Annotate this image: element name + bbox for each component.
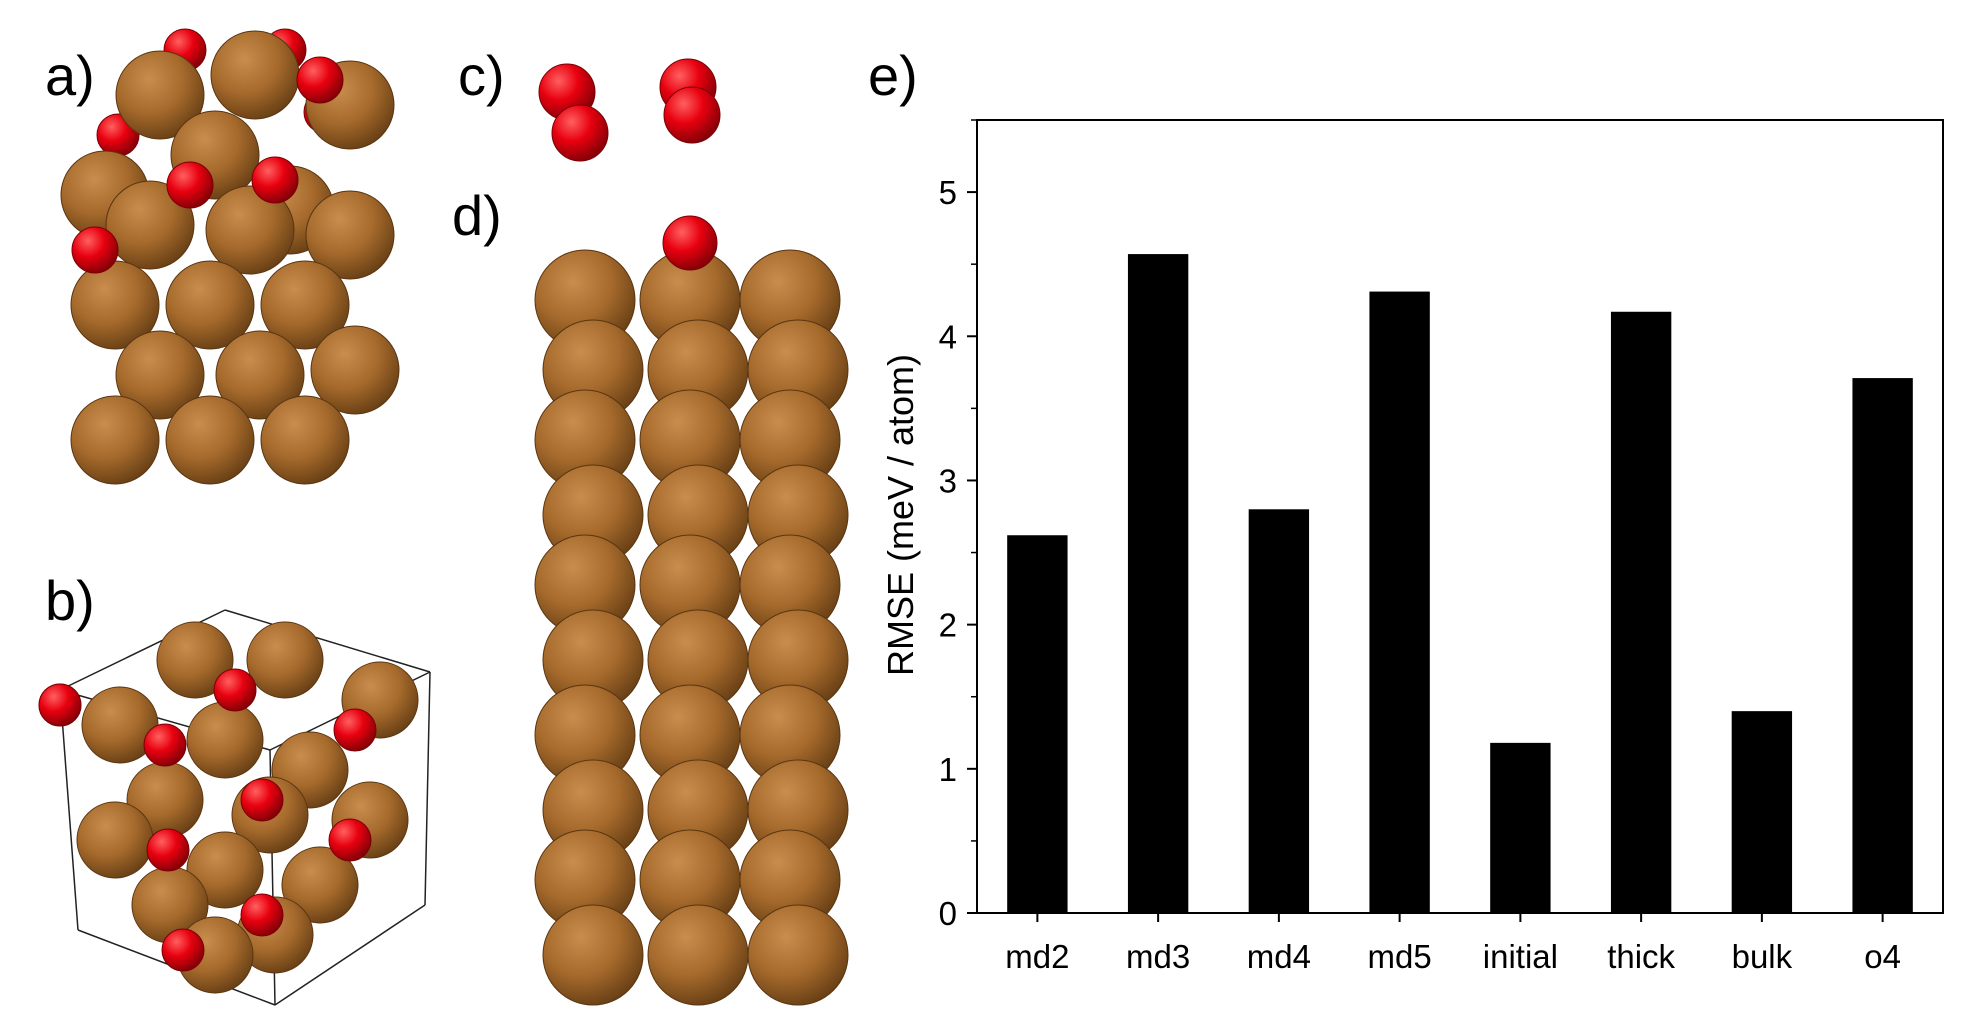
oxygen-atom bbox=[240, 778, 284, 822]
y-tick-label-1: 1 bbox=[939, 751, 957, 788]
copper-atom bbox=[186, 831, 264, 909]
x-tick-label-o4: o4 bbox=[1864, 938, 1901, 975]
copper-atom bbox=[305, 190, 395, 280]
copper-atom bbox=[186, 701, 264, 779]
x-tick-label-bulk: bulk bbox=[1732, 938, 1793, 975]
copper-atom bbox=[310, 325, 400, 415]
bar-md2 bbox=[1007, 535, 1068, 913]
copper-atom bbox=[747, 904, 849, 1006]
copper-atom bbox=[542, 904, 644, 1006]
structure-d-illustration bbox=[534, 215, 849, 1006]
cell-edge bbox=[224, 609, 431, 673]
oxygen-atom bbox=[662, 215, 718, 271]
oxygen-atom bbox=[213, 668, 257, 712]
oxygen-atom bbox=[146, 828, 190, 872]
copper-atom bbox=[215, 330, 305, 420]
bar-md3 bbox=[1127, 254, 1189, 913]
y-axis-title: RMSE (meV / atom) bbox=[880, 354, 921, 676]
bar-chart: 0 1 2 3 4 5 md2 md3 md4 md5 initial thick bulk o4 RM… bbox=[880, 119, 1944, 975]
oxygen-atom bbox=[328, 818, 372, 862]
plot-frame bbox=[976, 119, 1944, 914]
cell-edge bbox=[424, 671, 431, 906]
oxygen-atom bbox=[161, 928, 205, 972]
x-tick-label-md4: md4 bbox=[1247, 938, 1311, 975]
x-tick-label-md3: md3 bbox=[1126, 938, 1190, 975]
oxygen-atom bbox=[166, 161, 214, 209]
panel-label-d: d) bbox=[452, 184, 502, 247]
panel-label-c: c) bbox=[458, 44, 505, 107]
oxygen-atom bbox=[333, 708, 377, 752]
panel-label-e: e) bbox=[868, 44, 918, 107]
copper-atom bbox=[156, 621, 234, 699]
oxygen-atom bbox=[251, 156, 299, 204]
oxygen-atom bbox=[71, 226, 119, 274]
bar-md4 bbox=[1248, 509, 1310, 913]
y-tick-label-3: 3 bbox=[939, 462, 957, 499]
copper-atom bbox=[115, 330, 205, 420]
panel-label-a: a) bbox=[45, 44, 95, 107]
y-axis: 0 1 2 3 4 5 bbox=[939, 119, 977, 932]
copper-atom bbox=[115, 50, 205, 140]
oxygen-atom bbox=[551, 104, 609, 162]
y-tick-label-5: 5 bbox=[939, 174, 957, 211]
oxygen-atom bbox=[240, 893, 284, 937]
copper-atom bbox=[647, 904, 749, 1006]
y-tick-label-2: 2 bbox=[939, 607, 957, 644]
bars bbox=[1007, 254, 1913, 913]
copper-atom bbox=[210, 30, 300, 120]
x-tick-label-initial: initial bbox=[1483, 938, 1558, 975]
structure-a-illustration bbox=[60, 28, 400, 485]
copper-atom bbox=[205, 185, 295, 275]
y-tick-label-4: 4 bbox=[939, 318, 957, 355]
bar-thick bbox=[1610, 311, 1672, 913]
panel-label-b: b) bbox=[45, 569, 95, 632]
oxygen-atom bbox=[296, 56, 344, 104]
copper-atom bbox=[260, 395, 350, 485]
x-tick-label-thick: thick bbox=[1607, 938, 1675, 975]
bar-initial bbox=[1490, 742, 1551, 913]
structure-c-illustration bbox=[538, 58, 721, 162]
copper-atom bbox=[165, 260, 255, 350]
bar-bulk bbox=[1731, 711, 1793, 913]
copper-atom bbox=[260, 260, 350, 350]
cell-edge bbox=[59, 689, 79, 931]
copper-atom bbox=[165, 395, 255, 485]
bar-o4 bbox=[1852, 378, 1913, 913]
oxygen-atom bbox=[143, 723, 187, 767]
x-axis: md2 md3 md4 md5 initial thick bulk o4 bbox=[1005, 913, 1901, 975]
x-tick-label-md2: md2 bbox=[1005, 938, 1069, 975]
copper-atom bbox=[246, 621, 324, 699]
copper-atom bbox=[70, 395, 160, 485]
structure-b-illustration bbox=[38, 609, 431, 1006]
bar-md5 bbox=[1369, 291, 1430, 913]
cell-edge bbox=[274, 904, 426, 1006]
copper-atom bbox=[281, 846, 359, 924]
copper-atom bbox=[105, 180, 195, 270]
y-tick-label-0: 0 bbox=[939, 895, 957, 932]
oxygen-atom bbox=[38, 683, 82, 727]
oxygen-atom bbox=[663, 86, 721, 144]
copper-atom bbox=[76, 801, 154, 879]
x-tick-label-md5: md5 bbox=[1368, 938, 1432, 975]
